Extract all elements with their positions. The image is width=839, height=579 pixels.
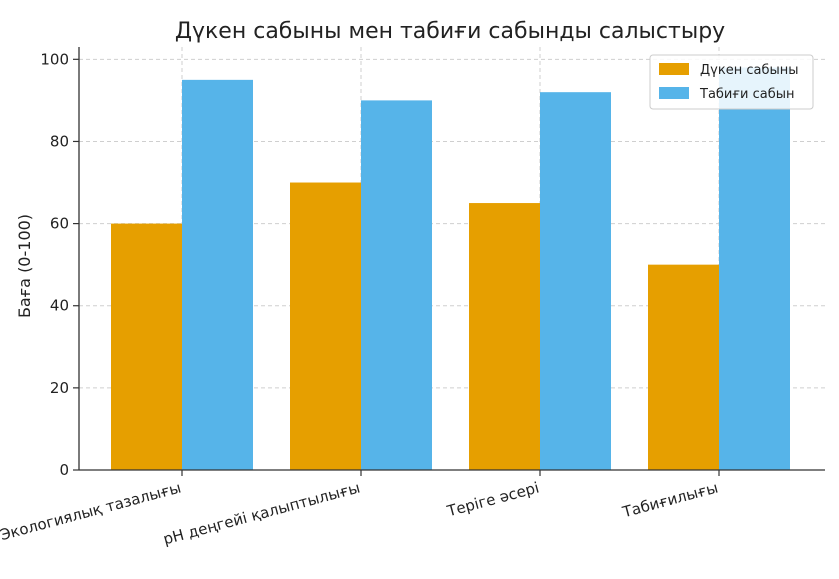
y-tick-label: 20 [50, 379, 69, 397]
bar-natural-soap [361, 100, 432, 470]
legend-swatch-natural-soap [659, 87, 689, 99]
axes [78, 47, 825, 471]
bar-natural-soap [719, 67, 790, 470]
x-tick-label: pH деңгейі қалыптылығы [161, 478, 362, 548]
y-tick-label: 0 [59, 461, 69, 479]
y-tick-label: 100 [40, 50, 69, 68]
x-tick-label: Теріге әсері [444, 478, 541, 520]
x-tick-label: Экологиялық тазалығы [0, 478, 183, 544]
bar-store-soap [290, 182, 361, 470]
legend: Дүкен сабыны Табиғи сабын [649, 54, 814, 110]
y-tick-label: 40 [50, 297, 69, 315]
bar-store-soap [469, 203, 540, 470]
y-tick-label: 60 [50, 215, 69, 233]
bar-store-soap [648, 264, 719, 470]
legend-swatch-store-soap [659, 63, 689, 75]
y-tick-label: 80 [50, 132, 69, 150]
bars [111, 67, 790, 471]
x-tick-label: Табиғилығы [620, 478, 720, 521]
y-axis-title: Баға (0-100) [15, 214, 34, 318]
legend-frame [649, 54, 814, 110]
y-ticks: 0 20 40 60 80 100 [40, 50, 79, 479]
legend-label-natural-soap: Табиғи сабын [699, 87, 795, 102]
bar-natural-soap [182, 79, 253, 470]
bar-natural-soap [540, 92, 611, 471]
legend-label-store-soap: Дүкен сабыны [700, 63, 799, 78]
bar-store-soap [111, 223, 182, 470]
chart-title: Дүкен сабыны мен табиғи сабынды салыстыр… [175, 19, 725, 44]
